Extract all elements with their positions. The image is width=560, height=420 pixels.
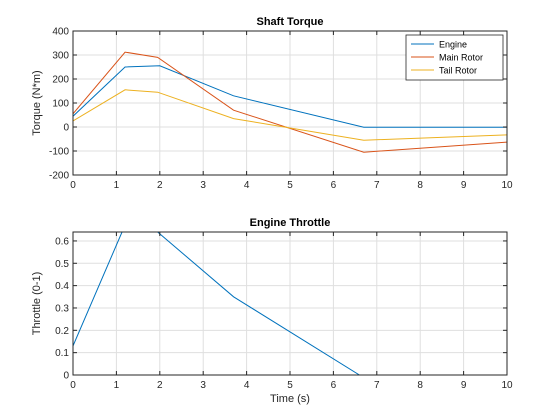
x-tick-label: 10 — [501, 380, 513, 391]
x-tick-label: 3 — [200, 180, 206, 191]
y-tick-label: 0.6 — [55, 236, 69, 247]
y-tick-label: 0.3 — [55, 303, 69, 314]
series-line-1 — [73, 232, 507, 375]
y-axis-label: Torque (N*m) — [31, 70, 43, 135]
y-tick-label: 400 — [52, 27, 69, 38]
y-tick-label: 300 — [52, 51, 69, 62]
x-tick-label: 0 — [70, 380, 76, 391]
x-tick-label: 10 — [501, 180, 513, 191]
chart-title: Engine Throttle — [250, 217, 331, 229]
y-tick-label: -100 — [49, 147, 69, 158]
x-tick-label: 0 — [70, 180, 76, 191]
y-tick-label: 200 — [52, 75, 69, 86]
x-tick-label: 9 — [461, 380, 467, 391]
series-line-tail-rotor — [73, 89, 507, 141]
x-tick-label: 2 — [157, 380, 163, 391]
x-tick-label: 4 — [244, 380, 250, 391]
legend-label: Engine — [439, 40, 467, 50]
legend: Engine Main Rotor Tail Rotor — [405, 34, 504, 81]
chart-1: 0 1 2 3 4 5 6 7 8 9 10 -200 -100 0 100 200 300 400 Shaft T… — [31, 16, 513, 191]
x-tick-label: 3 — [200, 380, 206, 391]
x-tick-label: 7 — [374, 180, 380, 191]
y-tick-label: 100 — [52, 99, 69, 110]
series-line-main-rotor — [73, 51, 507, 153]
y-tick-label: 0 — [63, 371, 69, 382]
legend-label: Tail Rotor — [439, 66, 477, 76]
x-tick-label: 7 — [374, 380, 380, 391]
y-tick-label: 0.1 — [55, 348, 69, 359]
x-tick-label: 1 — [114, 380, 120, 391]
chart-title: Shaft Torque — [256, 16, 323, 28]
x-tick-label: 5 — [287, 180, 293, 191]
x-tick-label: 5 — [287, 380, 293, 391]
x-tick-label: 9 — [461, 180, 467, 191]
legend-label: Main Rotor — [439, 53, 483, 63]
x-tick-label: 6 — [331, 180, 337, 191]
x-tick-label: 8 — [417, 180, 423, 191]
x-tick-label: 6 — [331, 380, 337, 391]
y-tick-label: -200 — [49, 171, 69, 182]
y-tick-label: 0.5 — [55, 259, 69, 270]
x-tick-label: 4 — [244, 180, 250, 191]
y-tick-label: 0.4 — [55, 281, 69, 292]
y-tick-label: 0 — [63, 123, 69, 134]
x-tick-label: 1 — [114, 180, 120, 191]
x-tick-label: 8 — [417, 380, 423, 391]
chart-2: 0 1 2 3 4 5 6 7 8 9 10 0 0.1 0.2 0.3 0.4 0.5 0.6 Engine Th… — [31, 217, 513, 405]
x-tick-label: 2 — [157, 180, 163, 191]
series-line-engine — [73, 65, 507, 128]
x-axis-label: Time (s) — [270, 393, 310, 405]
y-tick-label: 0.2 — [55, 326, 69, 337]
y-axis-label: Throttle (0-1) — [31, 272, 43, 336]
